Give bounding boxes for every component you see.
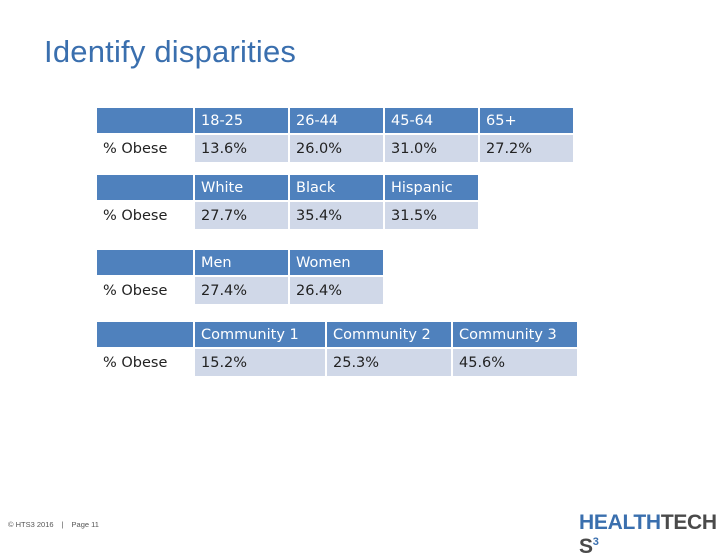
value-cell: 31.5% — [385, 202, 478, 229]
row-label: % Obese — [97, 135, 193, 162]
value-cell: 15.2% — [195, 349, 325, 376]
logo-superscript: 3 — [592, 536, 599, 548]
table-row: % Obese 27.7% 35.4% 31.5% — [97, 202, 478, 229]
header-cell: Hispanic — [385, 175, 478, 202]
header-cell: Men — [195, 250, 288, 277]
header-cell: Community 2 — [327, 322, 451, 349]
page-number: Page 11 — [71, 520, 99, 529]
header-cell: 45-64 — [385, 108, 478, 135]
header-blank-cell — [97, 108, 193, 135]
value-cell: 25.3% — [327, 349, 451, 376]
table-header-row: White Black Hispanic — [97, 175, 478, 202]
header-cell: Community 1 — [195, 322, 325, 349]
healthtech-logo: HEALTHTECH S3 — [579, 511, 720, 559]
header-blank-cell — [97, 250, 193, 277]
table-row: % Obese 15.2% 25.3% 45.6% — [97, 349, 577, 376]
header-blank-cell — [97, 322, 193, 349]
header-blank-cell — [97, 175, 193, 202]
value-cell: 26.0% — [290, 135, 383, 162]
table-row: % Obese 13.6% 26.0% 31.0% 27.2% — [97, 135, 573, 162]
logo-part-health: HEALTH — [579, 511, 661, 534]
header-cell: 18-25 — [195, 108, 288, 135]
row-label: % Obese — [97, 202, 193, 229]
value-cell: 45.6% — [453, 349, 577, 376]
page-title: Identify disparities — [44, 34, 297, 69]
community-table: Community 1 Community 2 Community 3 % Ob… — [95, 322, 579, 376]
table-header-row: 18-25 26-44 45-64 65+ — [97, 108, 573, 135]
table-header-row: Community 1 Community 2 Community 3 — [97, 322, 577, 349]
header-cell: Community 3 — [453, 322, 577, 349]
value-cell: 27.4% — [195, 277, 288, 304]
value-cell: 27.2% — [480, 135, 573, 162]
age-table: 18-25 26-44 45-64 65+ % Obese 13.6% 26.0… — [95, 108, 575, 162]
value-cell: 27.7% — [195, 202, 288, 229]
footer-separator: | — [61, 520, 64, 529]
value-cell: 26.4% — [290, 277, 383, 304]
row-label: % Obese — [97, 277, 193, 304]
header-cell: White — [195, 175, 288, 202]
value-cell: 13.6% — [195, 135, 288, 162]
table-row: % Obese 27.4% 26.4% — [97, 277, 383, 304]
sex-table: Men Women % Obese 27.4% 26.4% — [95, 250, 385, 304]
value-cell: 31.0% — [385, 135, 478, 162]
header-cell: Black — [290, 175, 383, 202]
value-cell: 35.4% — [290, 202, 383, 229]
header-cell: 26-44 — [290, 108, 383, 135]
row-label: % Obese — [97, 349, 193, 376]
table-header-row: Men Women — [97, 250, 383, 277]
header-cell: 65+ — [480, 108, 573, 135]
footer: © HTS3 2016 | Page 11 — [8, 520, 99, 529]
header-cell: Women — [290, 250, 383, 277]
race-table: White Black Hispanic % Obese 27.7% 35.4%… — [95, 175, 480, 229]
copyright-text: © HTS3 2016 — [8, 520, 54, 529]
